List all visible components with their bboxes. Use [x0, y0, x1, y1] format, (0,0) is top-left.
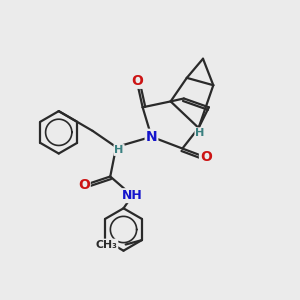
Text: NH: NH: [122, 189, 143, 202]
Text: O: O: [131, 74, 143, 88]
Text: CH₃: CH₃: [95, 239, 117, 250]
Text: O: O: [200, 150, 212, 164]
Text: O: O: [78, 178, 90, 192]
Text: N: N: [146, 130, 157, 144]
Text: H: H: [114, 145, 124, 155]
Text: H: H: [195, 128, 205, 138]
